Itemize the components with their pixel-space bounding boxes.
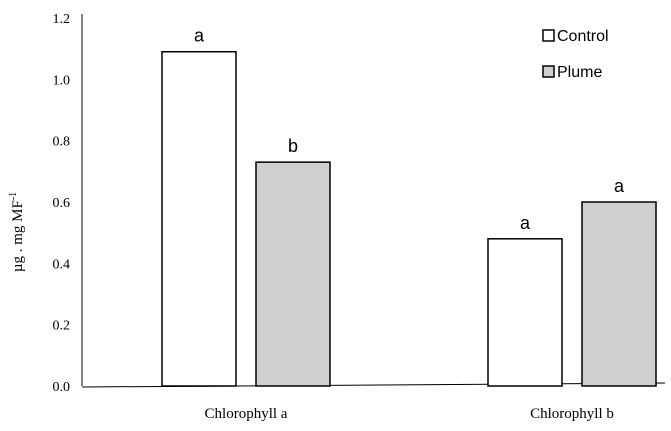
x-category-label: Chlorophyll b [530, 406, 614, 422]
y-axis-label-superscript: -1 [8, 192, 19, 200]
legend-label: Plume [557, 64, 602, 81]
significance-label: a [194, 26, 205, 46]
significance-label: a [520, 213, 531, 233]
legend-label: Control [557, 28, 609, 45]
significance-label: a [614, 176, 625, 196]
y-tick-label: 1.0 [53, 73, 71, 88]
significance-label: b [288, 136, 298, 156]
bar [161, 50, 237, 387]
y-tick-label: 0.2 [53, 319, 71, 334]
legend-swatch [542, 65, 555, 78]
legend: Control Plume [542, 28, 609, 81]
y-tick-label: 0.6 [53, 196, 71, 211]
bar [255, 161, 331, 387]
y-tick-label: 0.4 [53, 257, 71, 272]
legend-swatch [542, 29, 555, 42]
y-tick-label: 0.0 [53, 380, 71, 395]
y-tick-label: 1.2 [53, 12, 71, 27]
bar [487, 238, 563, 387]
x-category-label: Chlorophyll a [205, 406, 288, 422]
y-axis-label: µg . mg MF-1 [8, 192, 26, 272]
x-axis: Chlorophyll a Chlorophyll b [81, 382, 666, 422]
significance-labels: a a b a [194, 26, 625, 233]
bars [161, 50, 657, 387]
y-tick-label: 0.8 [53, 135, 71, 150]
bar [581, 201, 657, 387]
y-axis: 0.0 0.2 0.4 0.6 0.8 1.0 1.2 [53, 12, 83, 395]
